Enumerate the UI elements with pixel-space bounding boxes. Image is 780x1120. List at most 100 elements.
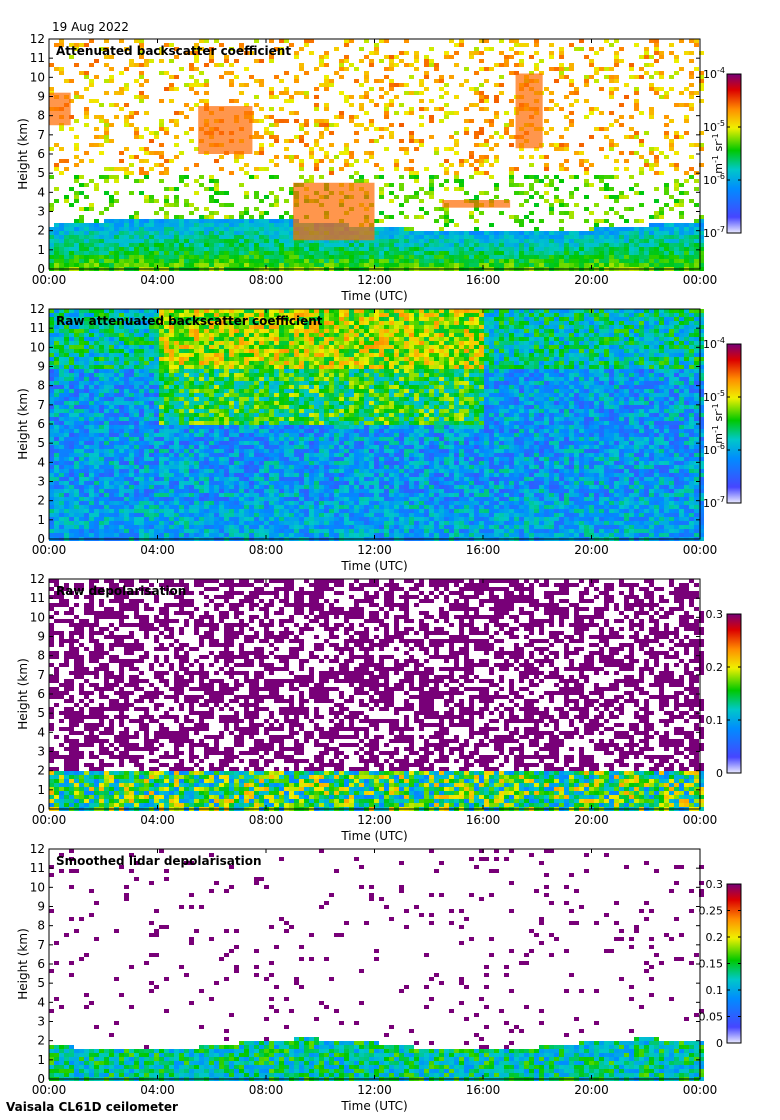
y-tick-label: 5 — [37, 706, 45, 720]
x-tick-label: 08:00 — [249, 1083, 284, 1097]
colorbar: 10-7 10-6 10-5 10-4 m-1 sr-1 — [703, 66, 742, 240]
panel-title: Attenuated backscatter coefficient — [56, 44, 291, 58]
x-tick-label: 20:00 — [574, 543, 609, 557]
colorbar-tick-label: 0.3 — [706, 878, 724, 891]
x-tick-label: 12:00 — [357, 543, 392, 557]
colorbar-tick-label: 0 — [716, 1037, 723, 1050]
x-tick-label: 00:00 — [32, 543, 67, 557]
colorbar-tick-label: 10-5 — [703, 119, 725, 134]
y-axis-label: Height (km) — [16, 928, 30, 999]
y-tick-label: 4 — [37, 455, 45, 469]
colorbar-tick-label: 0.15 — [699, 958, 724, 971]
x-tick-label: 20:00 — [574, 273, 609, 287]
y-tick-label: 0 — [37, 1072, 45, 1086]
x-axis-label: Time (UTC) — [340, 289, 407, 303]
colorbar-tick-label: 0.05 — [699, 1011, 724, 1024]
y-tick-label: 5 — [37, 976, 45, 990]
colorbar-tick-label: 0 — [716, 767, 723, 780]
y-tick-label: 12 — [30, 842, 45, 856]
heatmap-field — [49, 309, 704, 541]
y-tick-label: 2 — [37, 1034, 45, 1048]
y-tick-label: 3 — [37, 745, 45, 759]
x-tick-label: 20:00 — [574, 813, 609, 827]
y-tick-label: 9 — [37, 90, 45, 104]
colorbar-tick-label: 0.3 — [706, 608, 724, 621]
panel-title: Smoothed lidar depolarisation — [56, 854, 262, 868]
y-axis-label: Height (km) — [16, 658, 30, 729]
y-tick-label: 3 — [37, 205, 45, 219]
y-tick-label: 1 — [37, 243, 45, 257]
y-tick-label: 2 — [37, 764, 45, 778]
y-tick-label: 2 — [37, 494, 45, 508]
y-tick-label: 4 — [37, 725, 45, 739]
cloud-feature — [442, 200, 511, 208]
colorbar-unit-label: m-1 sr-1 — [711, 403, 725, 443]
x-tick-label: 16:00 — [466, 813, 501, 827]
colorbar-gradient — [726, 343, 742, 504]
y-tick-label: 10 — [30, 880, 45, 894]
y-tick-label: 1 — [37, 1053, 45, 1067]
colorbar-tick-label: 0.25 — [699, 905, 724, 918]
x-axis-label: Time (UTC) — [340, 1099, 407, 1113]
x-tick-label: 00:00 — [683, 1083, 718, 1097]
x-tick-label: 04:00 — [140, 1083, 175, 1097]
y-tick-label: 12 — [30, 302, 45, 316]
date-label: 19 Aug 2022 — [52, 20, 129, 34]
x-tick-label: 08:00 — [249, 543, 284, 557]
y-tick-label: 11 — [30, 321, 45, 335]
y-tick-label: 6 — [37, 957, 45, 971]
x-tick-label: 20:00 — [574, 1083, 609, 1097]
x-tick-label: 08:00 — [249, 813, 284, 827]
x-tick-label: 16:00 — [466, 273, 501, 287]
heatmap-field — [49, 579, 704, 811]
colorbar-gradient — [726, 613, 742, 774]
y-tick-label: 7 — [37, 938, 45, 952]
plot-area — [49, 849, 700, 1079]
colorbar: 0 0.05 0.1 0.15 0.2 0.25 0.3 — [699, 878, 742, 1050]
colorbar-tick-label: 0.1 — [706, 714, 724, 727]
colorbar: 10-7 10-6 10-5 10-4 m-1 sr-1 — [703, 336, 742, 510]
y-tick-label: 1 — [37, 783, 45, 797]
panel-title: Raw depolarisation — [56, 584, 186, 598]
y-tick-label: 7 — [37, 128, 45, 142]
x-tick-label: 04:00 — [140, 273, 175, 287]
colorbar: 0 0.1 0.2 0.3 — [706, 608, 742, 780]
y-tick-label: 1 — [37, 513, 45, 527]
x-tick-label: 12:00 — [357, 813, 392, 827]
y-tick-label: 8 — [37, 379, 45, 393]
x-tick-label: 00:00 — [32, 1083, 67, 1097]
x-tick-label: 00:00 — [683, 543, 718, 557]
y-tick-label: 10 — [30, 610, 45, 624]
y-tick-label: 6 — [37, 687, 45, 701]
y-tick-label: 5 — [37, 166, 45, 180]
cloud-feature — [515, 73, 543, 149]
colorbar-gradient — [726, 73, 742, 234]
x-tick-label: 00:00 — [683, 273, 718, 287]
instrument-label: Vaisala CL61D ceilometer — [6, 1100, 178, 1114]
y-tick-label: 6 — [37, 417, 45, 431]
colorbar-unit-label: m-1 sr-1 — [711, 133, 725, 173]
y-tick-label: 9 — [37, 360, 45, 374]
y-tick-label: 4 — [37, 185, 45, 199]
y-tick-label: 10 — [30, 70, 45, 84]
x-tick-label: 04:00 — [140, 543, 175, 557]
y-tick-label: 0 — [37, 802, 45, 816]
colorbar-tick-label: 10-6 — [703, 172, 725, 187]
y-tick-label: 11 — [30, 51, 45, 65]
y-tick-label: 3 — [37, 1015, 45, 1029]
y-tick-label: 8 — [37, 109, 45, 123]
x-tick-label: 00:00 — [32, 273, 67, 287]
y-axis-label: Height (km) — [16, 388, 30, 459]
y-tick-label: 11 — [30, 861, 45, 875]
y-tick-label: 7 — [37, 668, 45, 682]
panel-title: Raw attenuated backscatter coefficient — [56, 314, 323, 328]
y-tick-label: 12 — [30, 572, 45, 586]
y-tick-label: 6 — [37, 147, 45, 161]
y-tick-label: 10 — [30, 340, 45, 354]
y-tick-label: 9 — [37, 900, 45, 914]
colorbar-tick-label: 0.2 — [706, 931, 724, 944]
